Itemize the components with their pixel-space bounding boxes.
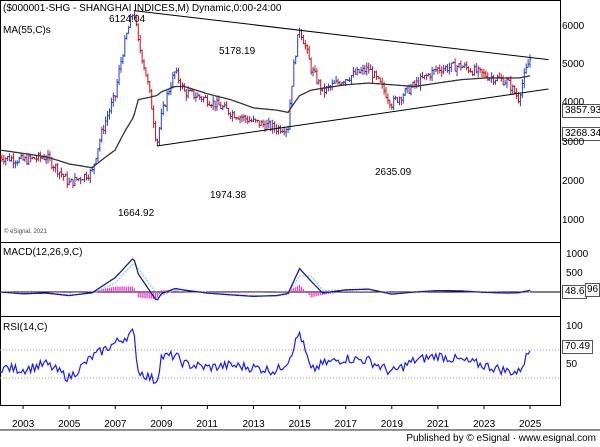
x-tick-label: 2011 [196,419,218,430]
rsi-frame [0,316,561,406]
x-axis [22,405,531,409]
x-tick-label: 2023 [472,419,496,430]
ma-value-box: 3268.34 [562,127,600,141]
price-panel [0,10,549,189]
x-tick-label: 2009 [150,419,173,430]
rsi-panel [0,328,560,384]
x-tick-label: 2007 [104,419,127,430]
ma-line [0,75,531,169]
panel-frames [0,0,600,430]
macd-legend: MACD(12,26,9,C) [3,247,83,258]
copyright: © eSignal, 2021 [4,229,47,235]
rsi-value-box: 70.49 [562,340,594,354]
macd-value-box: 48.6 [562,285,588,299]
macd-signal-box: 96 [585,283,600,297]
rsi-tick-100: 100 [566,321,583,332]
x-tick-label: 2025 [519,419,542,430]
x-tick-label: 2021 [426,419,450,430]
support-trendline [156,88,549,147]
chart-title: ($000001-SHG - SHANGHAI INDICES,M) Dynam… [3,3,282,14]
y-tick-5000: 5000 [562,59,585,70]
x-tick-label: 2013 [242,419,265,430]
x-tick-label: 2017 [334,419,357,430]
annotation-peak-2015: 5178.19 [219,46,256,57]
rsi-legend: RSI(14,C) [3,322,48,333]
x-tick-label: 2005 [58,419,81,430]
annotation-low-2008: 1664.92 [118,208,155,219]
footer-publisher: Published by © eSignal · www.esignal.com [406,433,596,444]
price-value-box: 3857.93 [562,104,600,118]
macd-frame [0,242,561,317]
macd-panel [0,258,560,301]
y-tick-2000: 2000 [562,176,585,187]
ma-legend: MA(55,C)s [3,25,51,36]
y-tick-4000: 4000 [562,97,585,108]
x-tick-label: 2019 [380,419,404,430]
macd-tick-500: 500 [566,268,583,279]
rsi-tick-50: 50 [566,359,578,370]
macd-tick-1000: 1000 [566,249,589,260]
y-tick-6000: 6000 [562,21,585,32]
annotation-low-2024: 2635.09 [375,167,412,178]
footer-bar: Published by © eSignal · www.esignal.com [0,430,600,447]
rsi-line [0,328,531,384]
annotation-low-2013: 1974.38 [210,190,247,201]
y-tick-1000: 1000 [562,215,585,226]
resistance-trendline [133,10,549,61]
annotation-peak-2007: 6124.04 [109,14,146,25]
y-tick-3000: 3000 [562,137,585,148]
x-tick-label: 2003 [12,419,35,430]
x-tick-label: 2015 [288,419,311,430]
macd-line [0,258,531,301]
price-frame [0,0,561,243]
